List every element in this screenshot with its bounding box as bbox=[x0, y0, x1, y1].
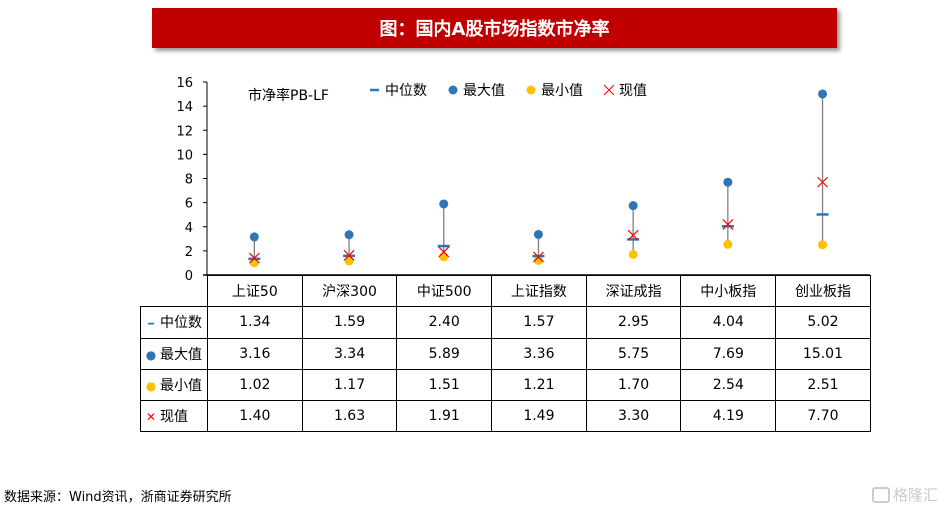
series-name: 最小值 bbox=[160, 378, 202, 395]
series-label: ✕ 现值 bbox=[140, 400, 208, 433]
table-cell: 2.54 bbox=[680, 368, 777, 402]
current-mark bbox=[248, 252, 260, 264]
series-name: 最大值 bbox=[160, 346, 202, 363]
current-mark bbox=[817, 176, 828, 188]
y-tick-label: 10 bbox=[176, 148, 193, 163]
legend-label: 中位数 bbox=[385, 83, 427, 99]
y-tick-label: 4 bbox=[185, 221, 193, 236]
series-label: ━ 中位数 bbox=[140, 306, 208, 339]
legend-label: 现值 bbox=[619, 83, 647, 99]
current-mark bbox=[722, 219, 734, 230]
table-cell: 1.02 bbox=[207, 368, 303, 402]
category-label: 深证成指 bbox=[585, 274, 682, 308]
legend-marker-max bbox=[448, 85, 458, 95]
table-cell: 1.40 bbox=[207, 400, 303, 433]
table-cell: 1.34 bbox=[207, 306, 303, 339]
table-cell: 7.70 bbox=[775, 400, 871, 433]
legend-label: 最小值 bbox=[541, 83, 583, 99]
table-cell: 1.21 bbox=[491, 368, 587, 402]
min-point bbox=[818, 240, 828, 250]
series-name: 现值 bbox=[160, 409, 188, 426]
max-point bbox=[249, 232, 259, 242]
series-marker-icon: ● bbox=[145, 379, 157, 394]
y-tick-label: 8 bbox=[185, 173, 193, 188]
y-tick-label: 2 bbox=[185, 245, 193, 260]
source-note: 数据来源：Wind资讯，浙商证券研究所 bbox=[4, 490, 232, 505]
table-cell: 4.04 bbox=[680, 306, 777, 339]
table-cell: 1.63 bbox=[301, 400, 398, 433]
max-point bbox=[723, 177, 733, 187]
max-point bbox=[533, 229, 543, 239]
table-cell: 4.19 bbox=[680, 400, 777, 433]
table-cell: 1.70 bbox=[585, 368, 682, 402]
table-cell: 1.57 bbox=[491, 306, 587, 339]
table-row: ● 最小值 1.02 1.17 1.51 1.21 1.70 2.54 2.51 bbox=[140, 368, 871, 402]
max-point bbox=[818, 89, 828, 99]
table-cell: 5.89 bbox=[396, 337, 493, 370]
table-row: ✕ 现值 1.40 1.63 1.91 1.49 3.30 4.19 7.70 bbox=[140, 400, 871, 433]
table-row: ● 最大值 3.16 3.34 5.89 3.36 5.75 7.69 15.01 bbox=[140, 337, 871, 370]
data-table: 上证50 沪深300 中证500 上证指数 深证成指 中小板指 创业板指 ━ 中位数 1.34 1.… bbox=[140, 274, 871, 433]
current-mark bbox=[343, 249, 355, 261]
y-tick-label: 12 bbox=[176, 124, 193, 139]
min-point bbox=[344, 256, 354, 266]
chart-subtitle: 市净率PB-LF bbox=[248, 87, 329, 104]
min-point bbox=[439, 252, 449, 262]
table-cell: 3.36 bbox=[491, 337, 587, 370]
category-label: 上证指数 bbox=[491, 274, 587, 308]
category-label: 中证500 bbox=[396, 274, 493, 308]
legend-label: 最大值 bbox=[463, 83, 505, 99]
table-cell: 1.49 bbox=[491, 400, 587, 433]
watermark-logo: 格隆汇 bbox=[872, 484, 938, 505]
table-cell: 2.95 bbox=[585, 306, 682, 339]
max-point bbox=[628, 201, 638, 211]
table-cell: 5.75 bbox=[585, 337, 682, 370]
table-cell: 2.40 bbox=[396, 306, 493, 339]
current-mark bbox=[533, 251, 544, 263]
table-cell: 3.34 bbox=[301, 337, 398, 370]
series-marker-icon: ━ bbox=[147, 319, 155, 331]
table-cell: 1.17 bbox=[301, 368, 398, 402]
y-tick-label: 6 bbox=[185, 197, 193, 212]
y-tick-label: 14 bbox=[176, 100, 193, 115]
category-label: 上证50 bbox=[207, 274, 303, 308]
series-label: ● 最小值 bbox=[140, 368, 208, 402]
table-cell: 2.51 bbox=[775, 368, 871, 402]
category-label: 沪深300 bbox=[301, 274, 398, 308]
table-cell: 1.51 bbox=[396, 368, 493, 402]
table-header-row: 上证50 沪深300 中证500 上证指数 深证成指 中小板指 创业板指 bbox=[140, 274, 871, 308]
min-point bbox=[628, 249, 638, 259]
y-tick-label: 16 bbox=[176, 76, 193, 91]
category-label: 中小板指 bbox=[680, 274, 777, 308]
series-marker-icon: ● bbox=[145, 347, 157, 362]
watermark-text: 格隆汇 bbox=[893, 486, 939, 504]
series-marker-icon: ✕ bbox=[145, 410, 157, 425]
current-mark bbox=[438, 246, 450, 258]
category-label: 创业板指 bbox=[775, 274, 871, 308]
table-cell: 3.16 bbox=[207, 337, 303, 370]
min-point bbox=[723, 239, 733, 249]
table-cell: 1.91 bbox=[396, 400, 493, 433]
table-row: ━ 中位数 1.34 1.59 2.40 1.57 2.95 4.04 5.02 bbox=[140, 306, 871, 339]
min-point bbox=[533, 255, 543, 265]
table-cell: 1.59 bbox=[301, 306, 398, 339]
table-cell: 5.02 bbox=[775, 306, 871, 339]
max-point bbox=[344, 230, 354, 240]
legend-marker-current bbox=[603, 84, 615, 96]
series-label: ● 最大值 bbox=[140, 337, 208, 370]
series-name: 中位数 bbox=[160, 315, 202, 332]
table-corner bbox=[140, 275, 208, 308]
table-cell: 3.30 bbox=[585, 400, 682, 433]
table-cell: 15.01 bbox=[775, 337, 871, 370]
max-point bbox=[439, 199, 449, 209]
table-cell: 7.69 bbox=[680, 337, 777, 370]
current-mark bbox=[627, 229, 639, 241]
chart-title-banner: 图：国内A股市场指数市净率 bbox=[152, 8, 837, 48]
logo-icon bbox=[872, 486, 890, 503]
legend-marker-min bbox=[526, 85, 536, 95]
